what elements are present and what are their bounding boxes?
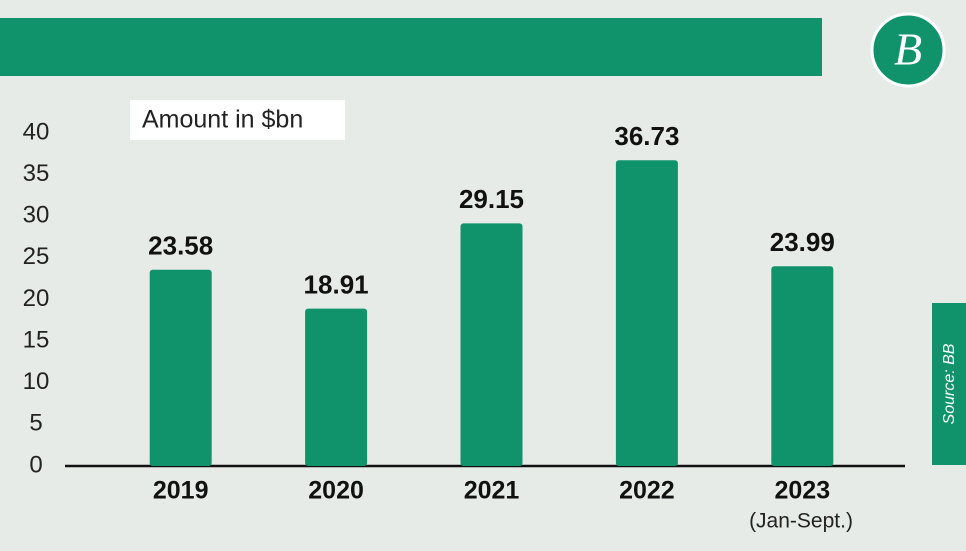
- y-tick-label: 10: [23, 368, 50, 395]
- title-banner: [0, 18, 822, 76]
- x-tick-label: 2023: [774, 477, 830, 505]
- bar: [305, 308, 368, 466]
- y-tick-label: 20: [23, 285, 50, 312]
- x-tick-label: 2019: [153, 477, 209, 505]
- bar: [149, 269, 212, 466]
- bar: [615, 160, 678, 466]
- bar: [460, 223, 523, 466]
- bar: [771, 266, 834, 466]
- y-label-box: [130, 100, 345, 140]
- x-tick-label: 2022: [619, 477, 675, 505]
- y-tick-label: 25: [23, 243, 50, 270]
- y-tick-label: 0: [29, 451, 42, 478]
- logo-text: B: [894, 24, 922, 75]
- y-axis-label: Amount in $bn: [142, 106, 303, 134]
- data-label: 18.91: [304, 269, 369, 299]
- data-label: 23.58: [148, 231, 213, 261]
- source-box: [932, 303, 966, 465]
- category-note: (Jan-Sept.): [749, 510, 853, 533]
- logo: [870, 12, 946, 88]
- data-label: 36.73: [614, 121, 679, 151]
- y-tick-label: 35: [23, 160, 50, 187]
- data-label: 29.15: [459, 184, 524, 214]
- source: Source: BB: [941, 343, 958, 424]
- y-tick-label: 30: [23, 202, 50, 229]
- x-tick-label: 2021: [464, 477, 520, 505]
- y-tick-label: 15: [23, 326, 50, 353]
- y-tick-label: 5: [29, 410, 42, 437]
- y-tick-label: 40: [23, 118, 50, 145]
- x-tick-label: 2020: [308, 477, 364, 505]
- data-label: 23.99: [770, 227, 835, 257]
